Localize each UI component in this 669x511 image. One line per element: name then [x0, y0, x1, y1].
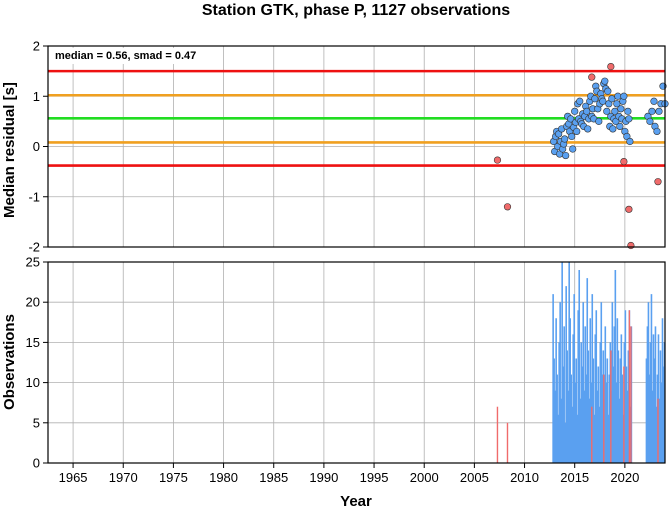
- observations-y-ticks: 0 5 10 15 20 25: [26, 255, 48, 471]
- y-tick-label: 25: [26, 255, 40, 270]
- outlier-point: [588, 73, 596, 81]
- residual-point: [571, 107, 579, 115]
- residual-reference-lines: [48, 69, 665, 167]
- residual-point: [603, 107, 611, 115]
- residual-point: [601, 77, 609, 85]
- year-x-ticks: 1965 1970 1975 1980 1985 1990 1995 2000 2005 2010…: [59, 463, 639, 485]
- residual-point: [568, 132, 576, 141]
- y-tick-label: 20: [26, 295, 40, 310]
- residual-point: [614, 92, 622, 100]
- residual-point: [617, 105, 625, 113]
- x-tick-label: 1965: [59, 470, 88, 485]
- y-tick-label: 1: [33, 89, 40, 104]
- y-tick-label: 15: [26, 335, 40, 350]
- residual-y-ticks: -2 -1 0 1 2: [28, 39, 48, 255]
- outlier-point: [493, 156, 502, 164]
- residual-point: [624, 107, 632, 115]
- observations-y-axis-label: Observations: [1, 314, 18, 410]
- residual-point: [608, 95, 616, 103]
- residual-point: [655, 107, 663, 115]
- x-tick-label: 1980: [209, 470, 238, 485]
- residual-point: [646, 117, 654, 125]
- residual-point: [561, 135, 569, 143]
- annotation-box: [52, 48, 212, 64]
- x-tick-label: 2000: [410, 470, 439, 485]
- residual-point: [576, 97, 584, 105]
- residual-point: [625, 115, 633, 123]
- median-smad-annotation: median = 0.56, smad = 0.47: [55, 50, 196, 62]
- outlier-point: [503, 203, 512, 211]
- residual-point: [595, 117, 603, 125]
- residual-point: [648, 107, 656, 115]
- chart-title: Station GTK, phase P, 1127 observations: [202, 2, 510, 19]
- residual-point: [584, 125, 592, 133]
- x-tick-label: 1985: [259, 470, 288, 485]
- x-tick-label: 2010: [510, 470, 539, 485]
- residual-point: [650, 97, 658, 105]
- residual-point: [573, 127, 581, 136]
- y-tick-label: 0: [33, 139, 40, 154]
- residual-point: [599, 97, 607, 105]
- residual-point: [567, 115, 575, 123]
- residual-point: [583, 107, 591, 115]
- y-tick-label: -1: [28, 189, 40, 204]
- residual-point: [604, 87, 612, 95]
- y-tick-label: -2: [28, 240, 40, 255]
- x-tick-label: 1995: [360, 470, 389, 485]
- residual-point: [569, 145, 577, 153]
- residual-point: [611, 107, 619, 115]
- x-axis-label: Year: [340, 493, 372, 510]
- residual-point: [562, 151, 570, 160]
- x-tick-label: 1970: [109, 470, 138, 485]
- y-tick-label: 5: [33, 415, 40, 430]
- residual-point: [626, 137, 634, 146]
- residual-point: [616, 122, 624, 130]
- outlier-point: [625, 205, 633, 213]
- x-tick-label: 2015: [560, 470, 589, 485]
- outlier-point: [620, 157, 628, 166]
- x-tick-label: 2020: [610, 470, 639, 485]
- y-tick-label: 0: [33, 456, 40, 471]
- residual-point: [609, 125, 617, 133]
- outlier-point: [627, 241, 635, 250]
- residual-point: [620, 92, 628, 100]
- residual-points: [493, 63, 669, 250]
- residual-point: [613, 100, 621, 108]
- residual-y-axis-label: Median residual [s]: [1, 82, 18, 218]
- residual-point: [591, 95, 599, 103]
- outlier-point: [654, 178, 662, 186]
- observations-plot-frame: [47, 261, 666, 464]
- observations-bars: [496, 262, 666, 463]
- x-tick-label: 1975: [159, 470, 188, 485]
- x-tick-label: 1990: [309, 470, 338, 485]
- residual-point: [653, 127, 661, 136]
- y-tick-label: 10: [26, 375, 40, 390]
- x-tick-label: 2005: [460, 470, 489, 485]
- outlier-point: [607, 63, 615, 71]
- y-tick-label: 2: [33, 39, 40, 54]
